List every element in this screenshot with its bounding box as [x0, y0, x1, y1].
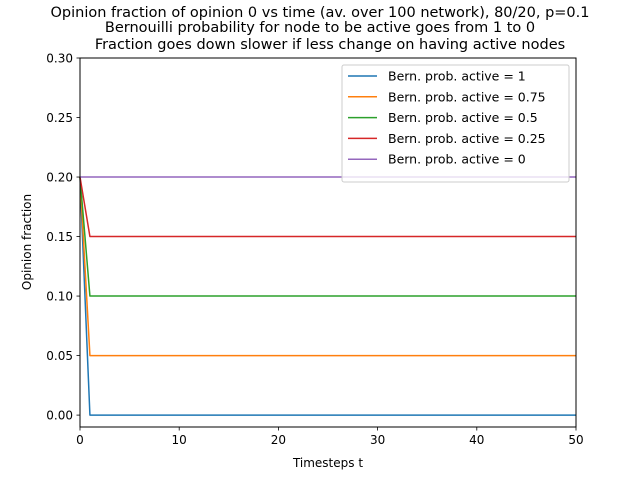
- legend-label-0: Bern. prob. active = 1: [388, 69, 526, 84]
- y-axis-label: Opinion fraction: [20, 194, 34, 290]
- x-tick-label: 20: [271, 433, 286, 447]
- legend-label-2: Bern. prob. active = 0.5: [388, 110, 538, 125]
- y-tick-label: 0.15: [46, 230, 73, 244]
- x-tick-label: 0: [76, 433, 84, 447]
- series-line-0: [79, 176, 576, 416]
- x-tick-label: 30: [370, 433, 385, 447]
- legend-box: [341, 64, 570, 183]
- y-axis-ticks: 0.00 0.05 0.10 0.15 0.20 0.25 0.30: [46, 52, 80, 423]
- y-tick-label: 0.00: [46, 409, 73, 423]
- x-tick-label: 10: [172, 433, 187, 447]
- plot-frame: [79, 57, 577, 428]
- legend-label-3: Bern. prob. active = 0.25: [388, 131, 546, 146]
- series-line-3: [79, 176, 576, 238]
- x-axis-ticks: 0 10 20 30 40 50: [76, 427, 584, 447]
- x-tick-label: 50: [568, 433, 583, 447]
- chart-title-line-2: Bernouilli probability for node to be ac…: [105, 20, 535, 36]
- chart-title-line-3: Fraction goes down slower if less change…: [95, 37, 565, 53]
- series-line-2: [79, 176, 576, 297]
- legend: Bern. prob. active = 1 Bern. prob. active…: [341, 64, 570, 183]
- y-tick-label: 0.30: [46, 52, 73, 66]
- chart-title: Opinion fraction of opinion 0 vs time (a…: [51, 5, 590, 53]
- x-tick-label: 40: [469, 433, 484, 447]
- y-tick-label: 0.05: [46, 349, 73, 363]
- y-tick-label: 0.10: [46, 290, 73, 304]
- series-line-1: [79, 176, 576, 357]
- x-axis-label: Timesteps t: [292, 456, 363, 470]
- chart-title-line-1: Opinion fraction of opinion 0 vs time (a…: [51, 5, 590, 21]
- legend-label-1: Bern. prob. active = 0.75: [388, 89, 546, 104]
- y-tick-label: 0.20: [46, 171, 73, 185]
- y-tick-label: 0.25: [46, 111, 73, 125]
- plot-lines: [79, 176, 576, 416]
- legend-label-4: Bern. prob. active = 0: [388, 152, 526, 167]
